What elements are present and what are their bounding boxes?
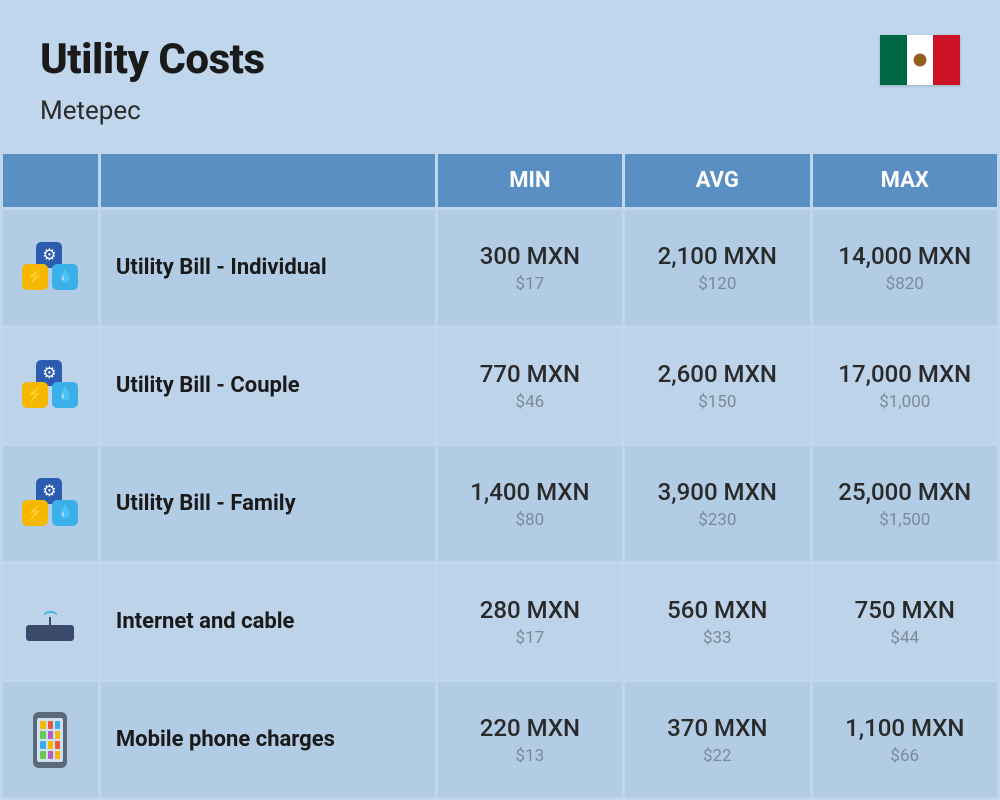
max-primary: 17,000 MXN <box>823 360 988 388</box>
max-primary: 750 MXN <box>823 596 988 624</box>
min-primary: 220 MXN <box>448 714 612 742</box>
min-secondary: $13 <box>448 746 612 766</box>
row-icon-cell <box>3 446 98 561</box>
max-secondary: $1,500 <box>823 510 988 530</box>
page-subtitle: Metepec <box>40 96 960 126</box>
utility-icon <box>22 360 78 408</box>
router-icon: ⌢ <box>22 599 78 641</box>
row-min: 220 MXN $13 <box>438 682 622 797</box>
row-avg: 2,600 MXN $150 <box>625 328 809 443</box>
phone-icon <box>33 712 67 768</box>
page-title: Utility Costs <box>40 35 960 84</box>
min-secondary: $80 <box>448 510 612 530</box>
table-row: ⌢ Internet and cable 280 MXN $17 560 MXN $33 7… <box>3 564 997 679</box>
table-header-row: MIN AVG MAX <box>3 154 997 207</box>
row-icon-cell <box>3 328 98 443</box>
row-name: Mobile phone charges <box>101 682 435 797</box>
avg-primary: 370 MXN <box>635 714 799 742</box>
utility-icon <box>22 478 78 526</box>
min-secondary: $17 <box>448 628 612 648</box>
row-icon-cell <box>3 210 98 325</box>
avg-primary: 2,600 MXN <box>635 360 799 388</box>
avg-secondary: $230 <box>635 510 799 530</box>
cost-table: MIN AVG MAX Utility Bill - Individual300… <box>0 151 1000 800</box>
max-secondary: $66 <box>823 746 988 766</box>
row-max: 750 MXN $44 <box>813 564 998 679</box>
utility-icon <box>22 242 78 290</box>
row-icon-cell <box>3 682 98 797</box>
table-row: Utility Bill - Family 1,400 MXN $80 3,900 M… <box>3 446 997 561</box>
row-avg: 370 MXN $22 <box>625 682 809 797</box>
table-row: Utility Bill - Individual 300 MXN $17 2,100… <box>3 210 997 325</box>
col-avg: AVG <box>625 154 809 207</box>
min-primary: 280 MXN <box>448 596 612 624</box>
avg-primary: 560 MXN <box>635 596 799 624</box>
avg-secondary: $120 <box>635 274 799 294</box>
row-avg: 3,900 MXN $230 <box>625 446 809 561</box>
min-primary: 770 MXN <box>448 360 612 388</box>
avg-secondary: $150 <box>635 392 799 412</box>
max-secondary: $1,000 <box>823 392 988 412</box>
row-max: 1,100 MXN $66 <box>813 682 998 797</box>
max-primary: 25,000 MXN <box>823 478 988 506</box>
row-avg: 560 MXN $33 <box>625 564 809 679</box>
row-name: Utility Bill - Couple <box>101 328 435 443</box>
max-primary: 1,100 MXN <box>823 714 988 742</box>
row-min: 770 MXN $46 <box>438 328 622 443</box>
table-row: Utility Bill - Couple 770 MXN $46 2,600 MXN… <box>3 328 997 443</box>
min-primary: 300 MXN <box>448 242 612 270</box>
max-primary: 14,000 MXN <box>823 242 988 270</box>
col-max: MAX <box>813 154 998 207</box>
row-min: 1,400 MXN $80 <box>438 446 622 561</box>
col-name <box>101 154 435 207</box>
page-header: Utility Costs Metepec <box>0 0 1000 151</box>
max-secondary: $820 <box>823 274 988 294</box>
row-max: 17,000 MXN $1,000 <box>813 328 998 443</box>
row-icon-cell: ⌢ <box>3 564 98 679</box>
row-max: 25,000 MXN $1,500 <box>813 446 998 561</box>
avg-primary: 2,100 MXN <box>635 242 799 270</box>
row-name: Utility Bill - Individual <box>101 210 435 325</box>
row-min: 280 MXN $17 <box>438 564 622 679</box>
min-secondary: $17 <box>448 274 612 294</box>
col-min: MIN <box>438 154 622 207</box>
row-name: Utility Bill - Family <box>101 446 435 561</box>
max-secondary: $44 <box>823 628 988 648</box>
row-name: Internet and cable <box>101 564 435 679</box>
min-primary: 1,400 MXN <box>448 478 612 506</box>
row-min: 300 MXN $17 <box>438 210 622 325</box>
col-icon <box>3 154 98 207</box>
avg-secondary: $22 <box>635 746 799 766</box>
min-secondary: $46 <box>448 392 612 412</box>
row-avg: 2,100 MXN $120 <box>625 210 809 325</box>
avg-secondary: $33 <box>635 628 799 648</box>
avg-primary: 3,900 MXN <box>635 478 799 506</box>
table-row: Mobile phone charges 220 MXN $13 370 MXN $22… <box>3 682 997 797</box>
row-max: 14,000 MXN $820 <box>813 210 998 325</box>
mexico-flag-icon <box>880 35 960 85</box>
